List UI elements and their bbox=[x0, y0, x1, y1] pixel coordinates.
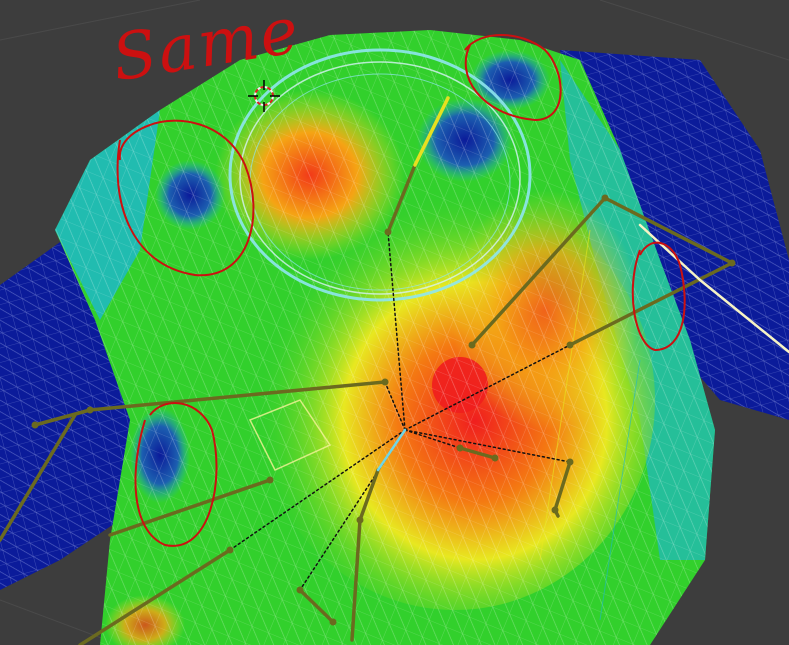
bone-thigh-right bbox=[553, 460, 572, 512]
bone-chest-right bbox=[568, 261, 734, 347]
bone-neck-selected[interactable] bbox=[413, 96, 450, 167]
bone-leg-center bbox=[350, 518, 362, 642]
bones[interactable] bbox=[0, 163, 734, 645]
bone-neck bbox=[386, 163, 417, 234]
bone-upper-arm-left bbox=[88, 380, 387, 412]
annotation-circle-shoulder-right bbox=[631, 241, 686, 352]
bone-leg-left bbox=[298, 588, 335, 624]
bone-hand-left bbox=[0, 413, 77, 542]
bone-hip-far bbox=[78, 548, 232, 645]
bone-joints[interactable] bbox=[31, 194, 736, 626]
armature[interactable] bbox=[0, 96, 789, 645]
annotation-circles bbox=[116, 34, 686, 547]
bone-upper-arm-right bbox=[603, 196, 732, 264]
shirt-mesh bbox=[55, 30, 715, 645]
bone-pelvis bbox=[458, 446, 497, 460]
bone-forearm-left bbox=[33, 408, 92, 427]
bone-hip-left bbox=[108, 478, 272, 537]
annotation-circle-collar-left bbox=[116, 119, 255, 277]
bone-relation-lines bbox=[229, 231, 571, 591]
annotation-circle-underarm-left bbox=[134, 402, 218, 547]
3d-cursor-icon bbox=[248, 80, 280, 112]
bone-chain-right[interactable] bbox=[638, 223, 789, 354]
bone-shoulder-right bbox=[470, 196, 607, 347]
bone-spine[interactable] bbox=[376, 428, 407, 472]
annotation-circle-collar-right bbox=[464, 34, 562, 122]
bone-spine-lower bbox=[358, 468, 380, 522]
